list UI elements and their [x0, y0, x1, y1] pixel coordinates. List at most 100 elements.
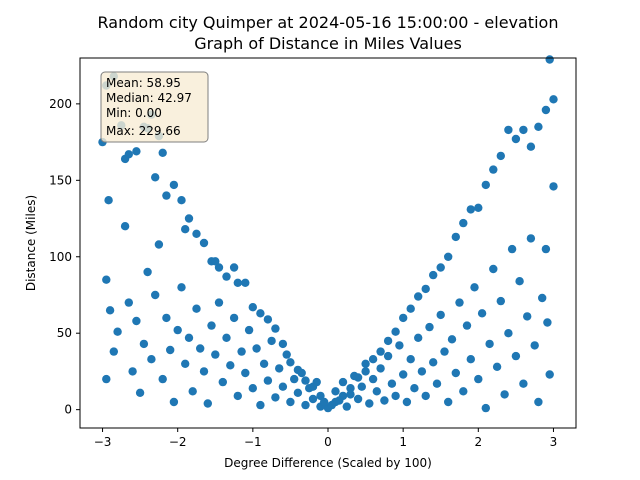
- data-point-126: [312, 377, 321, 387]
- data-points: [98, 55, 558, 413]
- data-point-158: [436, 310, 445, 320]
- data-point-88: [169, 397, 179, 407]
- data-point-169: [477, 309, 487, 318]
- data-point-69: [549, 95, 558, 104]
- data-point-101: [218, 377, 227, 387]
- data-point-41: [346, 384, 355, 393]
- data-point-61: [496, 151, 505, 161]
- data-point-33: [286, 358, 295, 367]
- data-point-162: [451, 368, 460, 378]
- data-point-137: [357, 382, 366, 391]
- data-point-185: [538, 293, 547, 303]
- data-point-24: [222, 272, 231, 281]
- data-point-186: [541, 244, 551, 254]
- data-point-97: [203, 399, 212, 408]
- data-point-117: [278, 382, 288, 391]
- data-point-138: [361, 359, 370, 368]
- data-point-187: [545, 370, 554, 379]
- data-point-23: [214, 263, 224, 272]
- data-point-32: [278, 339, 288, 349]
- stats-box-background: [100, 71, 209, 143]
- data-point-178: [511, 351, 521, 361]
- data-point-99: [211, 350, 220, 359]
- stats-box: Mean: 58.95 Median: 42.97 Min: 0.00 Max:…: [100, 71, 209, 143]
- data-point-65: [526, 142, 536, 151]
- data-point-189: [543, 318, 552, 327]
- data-point-89: [173, 325, 182, 335]
- data-point-19: [192, 229, 201, 238]
- data-point-91: [181, 359, 190, 368]
- data-point-148: [399, 370, 408, 379]
- data-point-47: [391, 327, 400, 336]
- data-point-68: [545, 55, 554, 64]
- data-point-132: [338, 377, 348, 387]
- data-point-135: [350, 371, 359, 381]
- data-point-143: [380, 396, 389, 405]
- data-point-81: [143, 267, 152, 277]
- data-point-134: [346, 390, 355, 399]
- data-point-161: [447, 335, 457, 344]
- stat-mean: Mean: 58.95: [106, 76, 181, 90]
- y-tick-label: 0: [64, 403, 72, 417]
- data-point-31: [271, 324, 280, 333]
- data-point-77: [128, 367, 137, 376]
- data-point-176: [504, 329, 513, 338]
- data-point-71: [105, 306, 115, 315]
- data-point-116: [275, 364, 284, 373]
- data-point-18: [184, 214, 194, 223]
- data-point-145: [387, 379, 397, 388]
- data-point-59: [481, 180, 490, 190]
- data-point-25: [229, 263, 239, 272]
- data-point-128: [320, 397, 329, 407]
- data-point-16: [177, 196, 186, 205]
- data-point-27: [241, 278, 250, 287]
- data-point-14: [162, 191, 171, 200]
- x-axis-label: Degree Difference (Scaled by 100): [224, 456, 432, 470]
- x-tick-label: 2: [474, 435, 482, 449]
- data-point-146: [391, 391, 400, 401]
- data-point-152: [414, 333, 423, 342]
- data-point-139: [365, 399, 374, 408]
- data-point-153: [417, 367, 427, 376]
- data-point-144: [383, 351, 393, 361]
- x-tick-label: −3: [94, 435, 112, 449]
- data-point-112: [259, 359, 269, 368]
- data-point-184: [534, 397, 543, 407]
- data-point-115: [271, 393, 280, 402]
- data-point-60: [489, 165, 498, 174]
- data-point-147: [395, 341, 404, 350]
- data-point-48: [399, 313, 408, 323]
- data-point-105: [233, 391, 242, 401]
- data-point-30: [263, 315, 273, 324]
- data-point-73: [102, 374, 111, 384]
- data-point-157: [432, 379, 442, 388]
- data-point-74: [113, 327, 122, 336]
- data-point-96: [199, 367, 209, 376]
- data-point-22: [211, 257, 220, 266]
- data-point-78: [132, 316, 141, 326]
- data-point-51: [421, 284, 430, 294]
- data-point-15: [169, 180, 179, 190]
- data-point-102: [222, 333, 231, 342]
- x-tick-label: −2: [169, 435, 187, 449]
- y-tick-label: 50: [57, 326, 72, 340]
- x-tick-label: 3: [550, 435, 558, 449]
- data-point-164: [459, 387, 468, 396]
- data-point-111: [256, 400, 265, 410]
- data-point-179: [515, 277, 524, 286]
- x-tick-label: 1: [399, 435, 407, 449]
- data-point-175: [500, 390, 509, 399]
- y-tick-label: 150: [49, 173, 72, 187]
- data-point-98: [207, 321, 216, 330]
- data-point-13: [158, 148, 167, 157]
- data-point-171: [485, 339, 494, 349]
- data-point-52: [429, 270, 438, 280]
- data-point-3: [104, 196, 113, 205]
- data-point-125: [308, 394, 318, 404]
- data-point-124: [305, 384, 314, 393]
- data-point-84: [154, 240, 164, 249]
- data-point-35: [301, 376, 310, 385]
- data-point-142: [376, 364, 385, 373]
- data-point-76: [124, 298, 133, 307]
- data-point-140: [368, 374, 378, 384]
